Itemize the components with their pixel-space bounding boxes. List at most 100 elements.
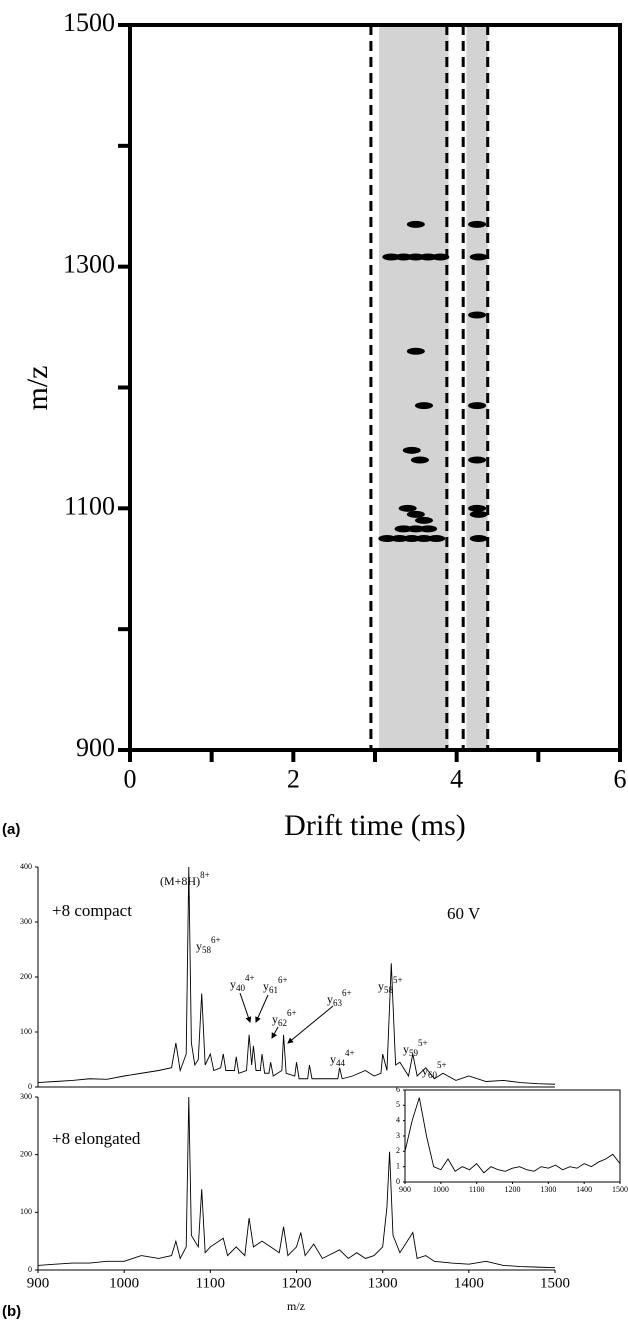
x-tick-label: 1400 bbox=[454, 1276, 484, 1292]
spot bbox=[431, 253, 450, 261]
peak-label: y605+ bbox=[422, 1060, 447, 1080]
peak-label-sup: 4+ bbox=[245, 973, 255, 983]
x-tick-label: 1400 bbox=[576, 1185, 592, 1194]
peak-label-sub: 62 bbox=[278, 1018, 287, 1028]
peak-label-text: y bbox=[263, 979, 269, 993]
x-tick-label: 1100 bbox=[469, 1185, 485, 1194]
x-tick-label: 0 bbox=[124, 764, 137, 793]
y-tick-label: 4 bbox=[396, 1115, 400, 1124]
y-tick-label: 200 bbox=[20, 972, 32, 981]
peak-label-sub: 61 bbox=[269, 985, 278, 995]
peak-label: y595+ bbox=[403, 1038, 428, 1058]
y-tick-label: 0 bbox=[28, 1265, 32, 1274]
x-tick-label: 1200 bbox=[505, 1185, 521, 1194]
trace-label: +8 compact bbox=[52, 901, 132, 920]
peak-label-sup: 5+ bbox=[418, 1038, 428, 1048]
panel-label: (a) bbox=[2, 821, 20, 838]
peak-label-sub: 44 bbox=[336, 1058, 346, 1068]
arrow bbox=[239, 992, 252, 1023]
peak-label: y616+ bbox=[263, 975, 288, 995]
y-tick-label: 0 bbox=[28, 1082, 32, 1091]
spot bbox=[468, 402, 487, 410]
peak-label-sub: 58 bbox=[202, 945, 212, 955]
peak-label: y586+ bbox=[196, 935, 221, 955]
x-tick-label: 1300 bbox=[368, 1276, 398, 1292]
x-tick-label: 1500 bbox=[612, 1185, 628, 1194]
x-axis-label: Drift time (ms) bbox=[284, 809, 466, 842]
spot bbox=[469, 253, 488, 261]
peak-label-sub: 60 bbox=[428, 1070, 438, 1080]
spot bbox=[406, 510, 425, 518]
x-tick-label: 900 bbox=[27, 1276, 50, 1292]
peak-label-sub: 59 bbox=[409, 1048, 419, 1058]
spectrum-line bbox=[37, 1096, 556, 1269]
peak-label-sup: 5+ bbox=[393, 975, 403, 985]
peak-label-sup: 6+ bbox=[211, 935, 221, 945]
peak-label-sub: 58 bbox=[384, 985, 394, 995]
spot bbox=[398, 504, 417, 512]
spot bbox=[419, 525, 438, 533]
arrow bbox=[287, 1005, 334, 1044]
peak-label-text: y bbox=[230, 977, 236, 991]
peak-label-text: y bbox=[330, 1052, 336, 1066]
peak-label-sup: 6+ bbox=[287, 1008, 297, 1018]
x-tick-label: 1200 bbox=[282, 1276, 312, 1292]
spot bbox=[427, 535, 446, 543]
x-tick-label: 1000 bbox=[109, 1276, 139, 1292]
intensity-band bbox=[466, 25, 488, 750]
y-tick-label: 900 bbox=[76, 733, 115, 762]
y-tick-label: 2 bbox=[396, 1146, 400, 1155]
peak-label: y444+ bbox=[330, 1048, 355, 1068]
spot bbox=[402, 446, 421, 454]
x-tick-label: 900 bbox=[399, 1185, 411, 1194]
arrow bbox=[271, 1026, 279, 1039]
spot bbox=[406, 220, 425, 228]
y-tick-label: 1 bbox=[396, 1161, 400, 1170]
spot bbox=[468, 311, 487, 319]
spot bbox=[410, 456, 429, 464]
y-tick-label: 3 bbox=[396, 1131, 400, 1140]
y-tick-label: 1100 bbox=[64, 491, 115, 520]
peak-label: y626+ bbox=[272, 1008, 297, 1028]
y-tick-label: 200 bbox=[20, 1149, 32, 1158]
y-tick-label: 5 bbox=[396, 1100, 400, 1109]
x-tick-label: 4 bbox=[450, 764, 463, 793]
x-tick-label: 1500 bbox=[540, 1276, 570, 1292]
spectrum-line bbox=[404, 1097, 621, 1174]
peak-label-text: y bbox=[196, 939, 202, 953]
peak-label-sub: 63 bbox=[333, 998, 343, 1008]
arrow bbox=[255, 994, 269, 1023]
spot bbox=[406, 347, 425, 355]
peak-label-sub: 40 bbox=[236, 983, 246, 993]
x-tick-label: 1000 bbox=[433, 1185, 449, 1194]
peak-label: (M+8H)8+ bbox=[160, 870, 210, 888]
intensity-band bbox=[379, 25, 449, 750]
peak-label-text: y bbox=[327, 992, 333, 1006]
x-axis-label: m/z bbox=[287, 1299, 305, 1313]
plot-frame bbox=[128, 23, 622, 752]
voltage-note: 60 V bbox=[447, 904, 481, 923]
peak-label-sup: 6+ bbox=[278, 975, 288, 985]
y-tick-label: 300 bbox=[20, 917, 32, 926]
y-tick-label: 1300 bbox=[63, 250, 115, 279]
peak-label-text: y bbox=[422, 1064, 428, 1078]
spot bbox=[468, 456, 487, 464]
panel-label: (b) bbox=[2, 1303, 21, 1320]
spot bbox=[415, 402, 433, 410]
peak-label-text: y bbox=[403, 1042, 409, 1056]
y-tick-label: 0 bbox=[396, 1177, 400, 1186]
peak-label: y404+ bbox=[230, 973, 255, 993]
peak-label-sup: 5+ bbox=[437, 1060, 447, 1070]
spot bbox=[469, 535, 488, 543]
peak-label-text: (M+8H) bbox=[160, 874, 200, 888]
y-tick-label: 6 bbox=[396, 1085, 400, 1094]
y-tick-label: 1500 bbox=[63, 8, 115, 37]
y-tick-label: 100 bbox=[20, 1207, 32, 1216]
y-tick-label: 300 bbox=[20, 1092, 32, 1101]
peak-label-sup: 8+ bbox=[200, 870, 210, 880]
peak-label-sup: 4+ bbox=[345, 1048, 355, 1058]
y-tick-label: 400 bbox=[20, 862, 32, 871]
peak-label-text: y bbox=[378, 979, 384, 993]
